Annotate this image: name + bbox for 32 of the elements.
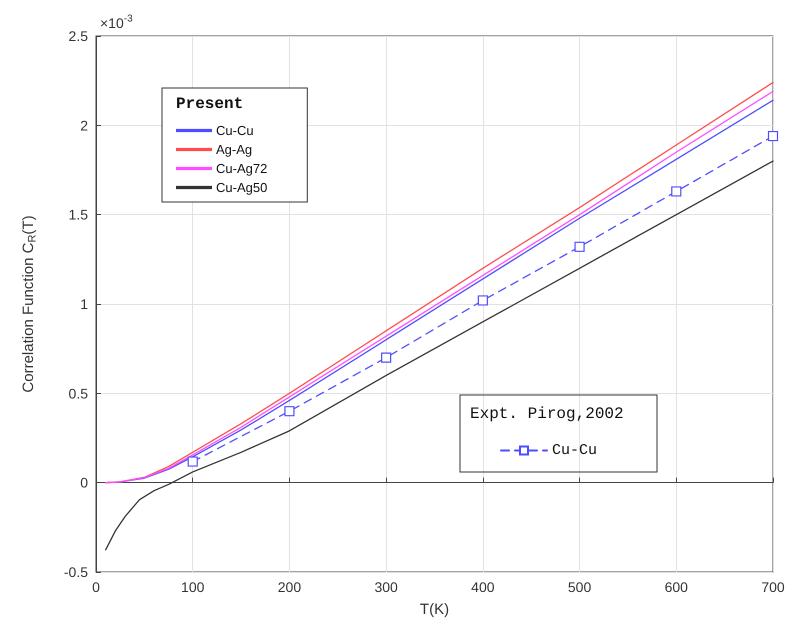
- x-tick-label: 700: [761, 579, 785, 595]
- y-tick-label: 0.5: [68, 385, 88, 402]
- point: [478, 295, 488, 306]
- x-axis-title: T(K): [420, 601, 450, 618]
- point: [188, 456, 198, 467]
- point: [381, 352, 392, 363]
- x-tick-label: 500: [568, 579, 592, 595]
- legend-label: Cu-Cu: [552, 442, 598, 459]
- x-tick-label: 100: [181, 579, 205, 595]
- y-tick-label: 1.5: [68, 206, 88, 223]
- legend-title: Present: [176, 95, 244, 113]
- y-axis-title: Correlation Function CR(T): [20, 215, 38, 393]
- y-tick-label: -0.5: [64, 564, 88, 580]
- y-tick-label: 0: [80, 474, 88, 491]
- point: [768, 130, 778, 142]
- x-tick-label: 600: [664, 579, 688, 595]
- y-tick-label: 2: [80, 117, 88, 134]
- legend-label: Cu-Ag72: [216, 161, 268, 176]
- legend-label: Cu-Ag50: [216, 180, 268, 195]
- line-series: [105, 160, 774, 550]
- x-tick-label: 300: [374, 579, 398, 595]
- x-tick-label: 200: [278, 579, 302, 595]
- legend-label: Ag-Ag: [216, 142, 252, 157]
- x-tick-label: 0: [92, 579, 100, 595]
- point: [671, 186, 682, 197]
- legend-label: Cu-Cu: [216, 123, 254, 138]
- point: [574, 242, 585, 252]
- y-tick-label: 1: [80, 296, 88, 312]
- x-tick-label: 400: [471, 579, 495, 595]
- point: [284, 406, 295, 416]
- y-tick-label: 2.5: [68, 28, 88, 44]
- annotation: Expt. Pirog,2002: [470, 405, 624, 423]
